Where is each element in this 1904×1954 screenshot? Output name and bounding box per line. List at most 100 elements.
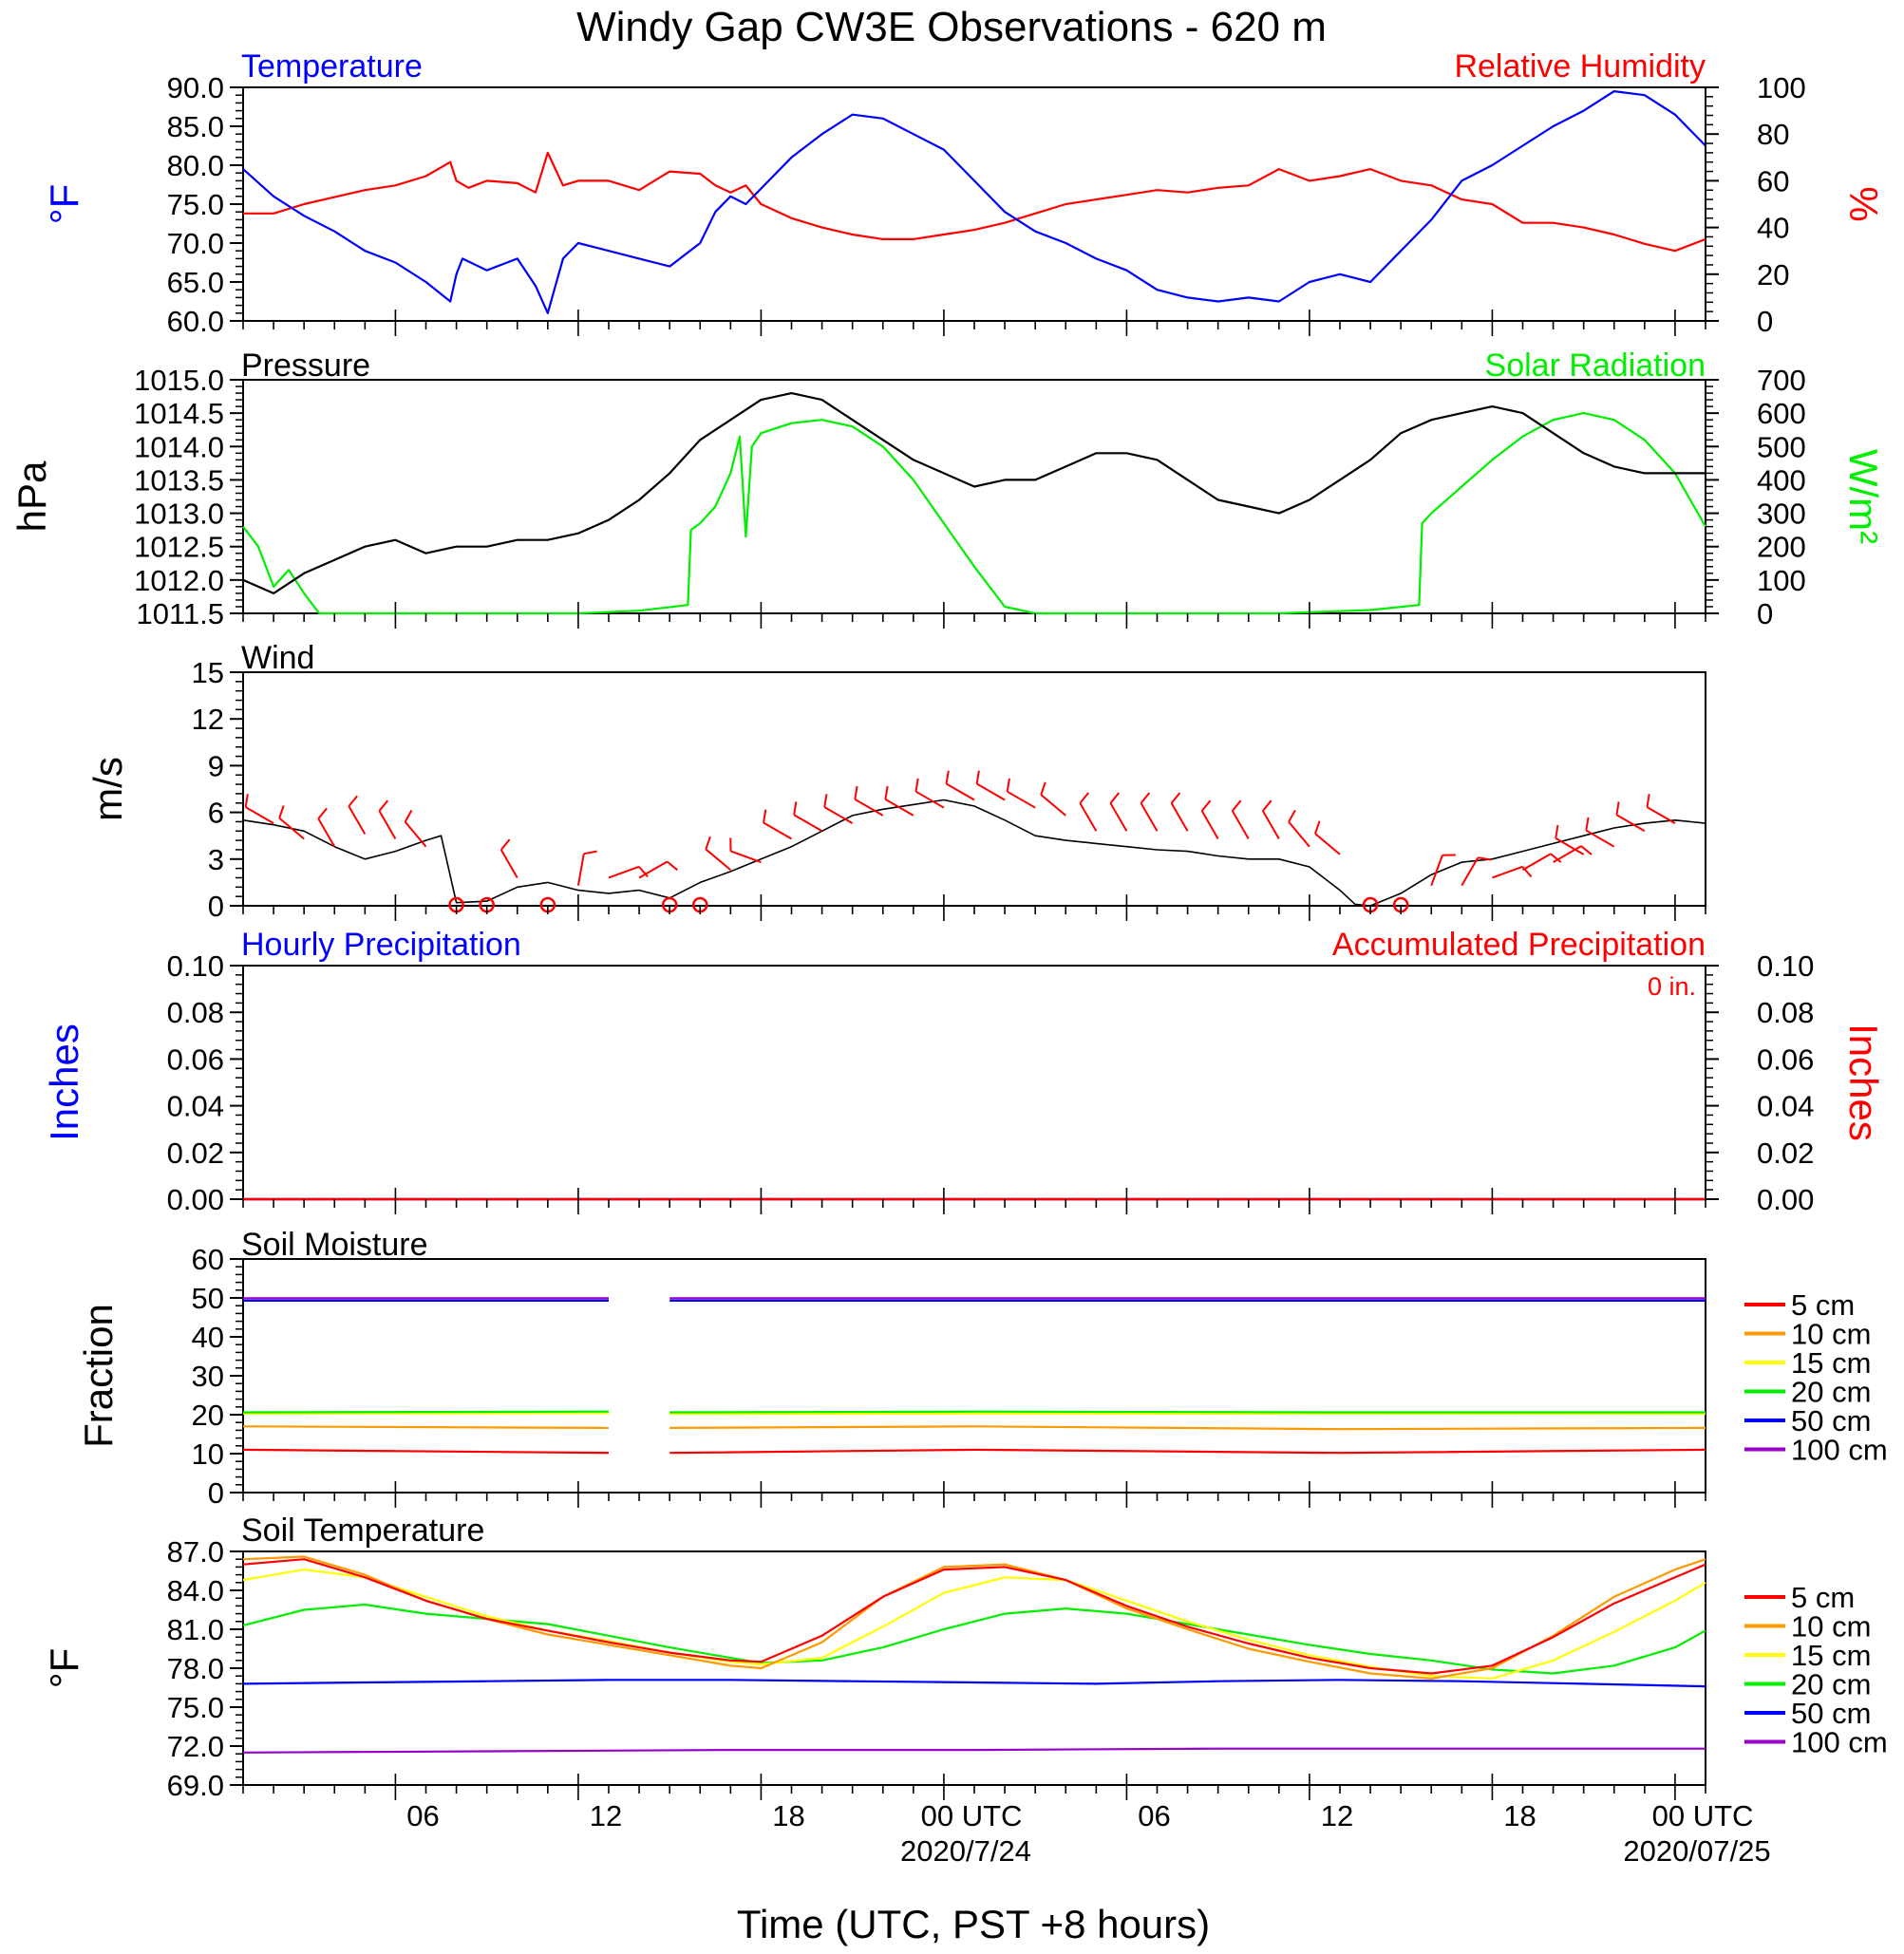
pressure-tick-label: 1011.5 [136, 597, 224, 630]
soil-temperature-axis-unit: °F [42, 1648, 86, 1688]
legend-label: 100 cm [1791, 1434, 1888, 1467]
wind-barb [348, 805, 367, 836]
wind-barb [1231, 810, 1250, 839]
soil-temperature-line [242, 1569, 1706, 1680]
time-tick-label: 18 [772, 1799, 804, 1832]
wind-barb [1492, 865, 1523, 879]
soil-moisture-line [669, 1448, 1706, 1455]
wind-barb-flag [317, 807, 328, 819]
legend-label: 15 cm [1791, 1346, 1871, 1380]
accum-precip-tick-label: 0.00 [1757, 1183, 1814, 1216]
date-label: 2020/7/24 [900, 1834, 1031, 1868]
wind-barb-flag [404, 809, 413, 823]
pressure-tick-label: 1013.5 [134, 463, 224, 497]
time-tick-label: 00 UTC [921, 1799, 1023, 1832]
humidity-tick-label: 100 [1757, 71, 1806, 104]
panel-precipitation: Hourly Precipitation Accumulated Precipi… [42, 927, 1886, 1216]
pressure-title: Pressure [241, 348, 370, 384]
soil-moisture-tick-label: 0 [208, 1476, 224, 1510]
wind-barb [1555, 837, 1585, 855]
temperature-tick-label: 85.0 [167, 110, 224, 143]
wind-barb [946, 782, 975, 801]
wind-barb-flag [378, 799, 389, 812]
wind-barb-flag [763, 809, 767, 823]
temperature-axis-unit: °F [42, 184, 86, 224]
time-tick-label: 12 [1321, 1799, 1353, 1832]
hourly-precip-title: Hourly Precipitation [241, 927, 521, 963]
humidity-tick-label: 20 [1757, 258, 1789, 291]
wind-barb [1040, 794, 1066, 817]
temperature-tick-label: 60.0 [167, 305, 224, 338]
wind-barb-flag [500, 838, 511, 851]
pressure-tick-label: 1014.0 [134, 430, 224, 463]
wind-barb [245, 806, 274, 824]
soil-moisture-line [242, 1425, 610, 1429]
wind-barb-flag [1478, 856, 1492, 861]
wind-barb [1079, 802, 1098, 832]
humidity-tick-label: 0 [1757, 305, 1773, 338]
soil-moisture-line [242, 1448, 610, 1455]
solar-tick-label: 400 [1757, 463, 1806, 497]
soil-temperature-title: Soil Temperature [241, 1512, 484, 1549]
wind-barb-flag [1262, 799, 1272, 812]
accum-precip-title: Accumulated Precipitation [1332, 927, 1706, 963]
wind-barb [1288, 820, 1310, 848]
wind-barb [378, 810, 397, 839]
plot-frame-soil-moisture [242, 1258, 1706, 1494]
wind-barb-flag [1646, 794, 1650, 808]
wind-barb [730, 850, 762, 864]
wind-barb [705, 848, 731, 872]
wind-barb [1314, 833, 1341, 855]
pressure-tick-label: 1014.5 [134, 397, 224, 430]
wind-barb-flag [244, 794, 249, 808]
wind-barb-flag [1231, 799, 1242, 812]
wind-barb [1615, 814, 1646, 833]
wind-barb-flag [1200, 799, 1212, 812]
soil-temperature-tick-label: 87.0 [167, 1535, 224, 1569]
wind-barb [608, 865, 640, 879]
panel-temperature-humidity: Temperature Relative Humidity °F % 90.0 8… [42, 48, 1886, 338]
soil-moisture-line [669, 1410, 1706, 1414]
wind-barb [1261, 810, 1280, 839]
precip-right-axis-unit: Inches [1841, 1024, 1886, 1141]
wind-barb [1170, 802, 1189, 832]
wind-barb-flag [793, 801, 798, 816]
wind-tick-label: 9 [208, 749, 224, 782]
soil-temperature-tick-label: 69.0 [167, 1769, 224, 1802]
wind-speed-line [242, 799, 1706, 907]
soil-moisture-line [242, 1410, 610, 1414]
soil-moisture-line [669, 1425, 1706, 1431]
wind-barb-flag [348, 795, 358, 807]
plot-frame-precipitation [242, 965, 1706, 1200]
wind-barb [793, 814, 823, 833]
wind-barb-flag [1079, 792, 1089, 804]
pressure-line [242, 392, 1706, 594]
wind-barb-flag [1580, 845, 1593, 855]
time-tick-label: 06 [406, 1799, 439, 1832]
soil-temperature-tick-label: 81.0 [167, 1613, 224, 1646]
legend-label: 10 cm [1791, 1318, 1871, 1351]
solar-tick-label: 200 [1757, 531, 1806, 564]
soil-temperature-line [242, 1679, 1706, 1688]
wind-barb-flag [975, 770, 980, 784]
humidity-axis-unit: % [1841, 186, 1886, 221]
accum-precip-tick-label: 0.02 [1757, 1137, 1814, 1170]
humidity-tick-label: 80 [1757, 118, 1789, 151]
pressure-axis-unit: hPa [9, 460, 54, 532]
wind-barb-flag [1006, 778, 1010, 792]
soil-temperature-tick-label: 78.0 [167, 1652, 224, 1685]
hourly-precip-tick-label: 0.08 [167, 996, 224, 1029]
temperature-tick-label: 90.0 [167, 71, 224, 104]
wind-barb-flag [854, 785, 858, 800]
wind-barb-flag [884, 785, 889, 800]
temperature-tick-label: 65.0 [167, 266, 224, 299]
wind-barb [1109, 802, 1128, 832]
legend-label: 20 cm [1791, 1668, 1871, 1701]
wind-barb [976, 782, 1006, 801]
humidity-tick-label: 60 [1757, 164, 1789, 197]
wind-barb-flag [1585, 817, 1590, 831]
soil-temperature-line [242, 1603, 1706, 1675]
hourly-precip-tick-label: 0.06 [167, 1043, 224, 1076]
